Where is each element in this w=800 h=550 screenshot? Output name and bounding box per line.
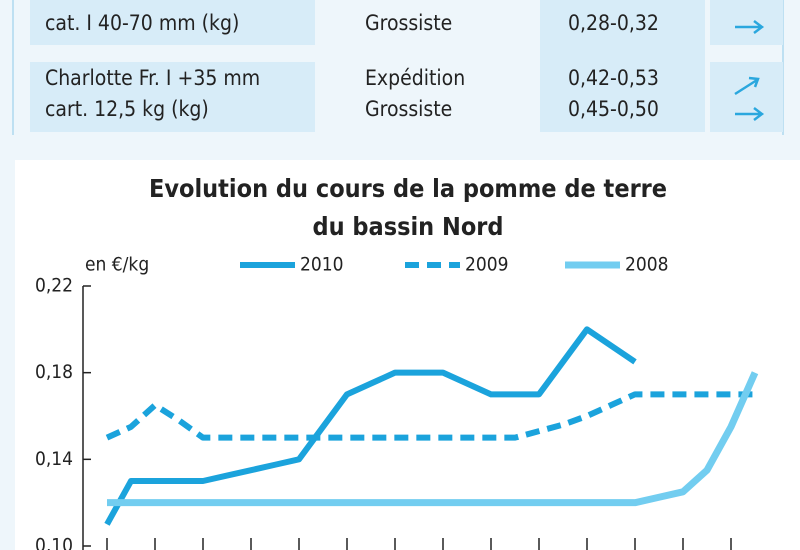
y-axis-label: en €/kg [85, 254, 149, 276]
market: Grossiste [365, 11, 452, 35]
legend-label: 2008 [625, 254, 669, 276]
series-line [104, 326, 637, 526]
series-line [107, 371, 759, 507]
y-tick-label: 0,14 [35, 448, 73, 470]
y-tick-label: 0,10 [35, 535, 73, 550]
legend-label: 2010 [300, 254, 344, 276]
legend-label: 2009 [465, 254, 509, 276]
product: Charlotte Fr. I +35 mm [45, 66, 260, 90]
market: Expédition [365, 66, 465, 90]
price-table: cat. I 40-70 mm (kg) Grossiste 0,28-0,32… [12, 0, 784, 135]
market: Grossiste [365, 97, 452, 121]
y-tick-label: 0,22 [35, 275, 73, 297]
product: cat. I 40-70 mm (kg) [45, 11, 239, 35]
product: cart. 12,5 kg (kg) [45, 97, 209, 121]
price: 0,42-0,53 [568, 66, 659, 90]
price: 0,28-0,32 [568, 11, 659, 35]
price: 0,45-0,50 [568, 97, 659, 121]
trend-arrows [734, 20, 765, 121]
y-tick-label: 0,18 [35, 361, 73, 383]
chart-title: du bassin Nord [312, 212, 503, 241]
chart-panel [15, 160, 800, 550]
chart-title: Evolution du cours de la pomme de terre [149, 174, 667, 203]
